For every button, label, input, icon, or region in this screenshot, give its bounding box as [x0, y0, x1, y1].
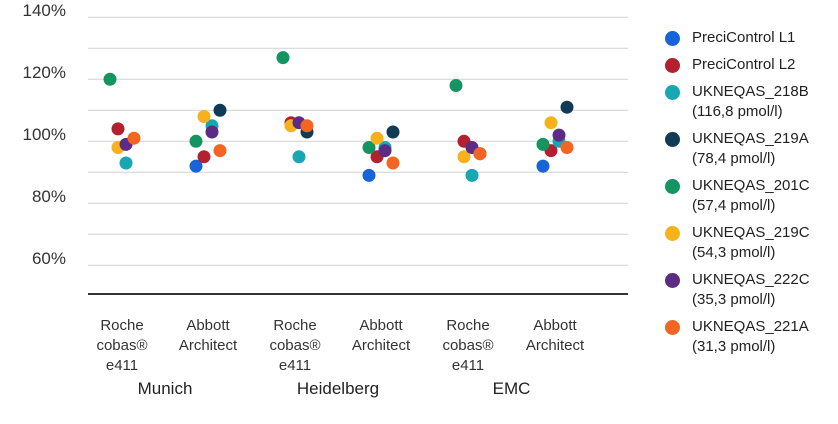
data-point: [292, 150, 306, 164]
legend-marker: [665, 85, 680, 100]
legend-series-detail: (31,3 pmol/l): [692, 338, 776, 355]
x-category-label: Abbott: [186, 317, 230, 334]
legend-label: PreciControl L1: [692, 28, 795, 48]
legend-label: UKNEQAS_222C (35,3 pmol/l): [692, 270, 810, 310]
y-tick-label: 60%: [32, 249, 66, 268]
legend-label: UKNEQAS_221A (31,3 pmol/l): [692, 317, 809, 357]
legend-label: UKNEQAS_219A (78,4 pmol/l): [692, 129, 809, 169]
legend-series-detail: (57,4 pmol/l): [692, 197, 776, 214]
x-category-label: e411: [106, 357, 138, 374]
x-category-label: cobas®: [269, 337, 320, 354]
data-point: [473, 147, 487, 161]
y-tick-label: 120%: [23, 63, 66, 82]
data-point: [189, 159, 203, 173]
legend-item: PreciControl L1: [665, 28, 835, 48]
x-category-label: e411: [279, 357, 311, 374]
data-point: [536, 159, 550, 173]
legend-marker: [665, 273, 680, 288]
data-point: [560, 100, 574, 114]
data-point: [300, 119, 314, 133]
data-points: [103, 51, 574, 182]
legend-item: PreciControl L2: [665, 55, 835, 75]
data-point: [111, 122, 125, 136]
legend-series-detail: (54,3 pmol/l): [692, 244, 776, 261]
x-category-label: Roche: [273, 317, 316, 334]
data-point: [103, 72, 117, 86]
x-category-label: Abbott: [359, 317, 403, 334]
data-point: [127, 131, 141, 145]
y-tick-label: 80%: [32, 187, 66, 206]
x-category-label: Architect: [526, 337, 585, 354]
data-point: [560, 141, 574, 154]
x-category-label: Architect: [179, 337, 238, 354]
x-group-label: EMC: [493, 379, 531, 398]
legend-marker: [665, 132, 680, 147]
legend-item: UKNEQAS_222C (35,3 pmol/l): [665, 270, 835, 310]
data-point: [465, 168, 479, 182]
legend-item: UKNEQAS_219C (54,3 pmol/l): [665, 223, 835, 263]
x-category-label: Abbott: [533, 317, 577, 334]
data-point: [552, 128, 566, 142]
legend-series-detail: (78,4 pmol/l): [692, 150, 776, 167]
data-point: [536, 137, 550, 151]
legend-series-name: UKNEQAS_222C: [692, 271, 810, 288]
data-point: [544, 116, 558, 130]
grid-lines: [88, 16, 628, 295]
legend-marker: [665, 226, 680, 241]
y-tick-label: 100%: [23, 125, 66, 144]
x-category-label: cobas®: [442, 337, 493, 354]
legend-marker: [665, 31, 680, 46]
legend-label: UKNEQAS_219C (54,3 pmol/l): [692, 223, 810, 263]
y-tick-label: 140%: [23, 1, 66, 20]
legend-series-name: UKNEQAS_218B: [692, 83, 809, 100]
legend-series-detail: (116,8 pmol/l): [692, 103, 783, 120]
legend-item: UKNEQAS_201C (57,4 pmol/l): [665, 176, 835, 216]
x-axis-categories: Roche cobas® e411 Abbott Architect Roche cobas…: [96, 317, 585, 374]
legend-label: UKNEQAS_218B (116,8 pmol/l): [692, 82, 809, 122]
x-category-label: Roche: [446, 317, 489, 334]
data-point: [197, 150, 211, 164]
legend-label: PreciControl L2: [692, 55, 795, 75]
legend-marker: [665, 320, 680, 335]
data-point: [213, 103, 227, 117]
data-point: [119, 156, 133, 170]
x-group-label: Heidelberg: [297, 379, 379, 398]
data-point: [386, 125, 400, 139]
legend-marker: [665, 179, 680, 194]
legend-item: UKNEQAS_221A (31,3 pmol/l): [665, 317, 835, 357]
x-axis-groups: Munich Heidelberg EMC: [138, 379, 531, 398]
legend-item: UKNEQAS_218B (116,8 pmol/l): [665, 82, 835, 122]
y-axis-ticks: 140% 120% 100% 80% 60%: [23, 1, 66, 268]
data-point: [362, 141, 376, 154]
x-category-label: cobas®: [96, 337, 147, 354]
x-category-label: Roche: [100, 317, 143, 334]
data-point: [370, 131, 384, 145]
data-point: [449, 79, 463, 92]
legend-label: UKNEQAS_201C (57,4 pmol/l): [692, 176, 810, 216]
legend-series-name: PreciControl L1: [692, 29, 796, 46]
legend: PreciControl L1 PreciControl L2 UKNEQAS_21…: [665, 28, 835, 364]
legend-item: UKNEQAS_219A (78,4 pmol/l): [665, 129, 835, 169]
x-group-label: Munich: [138, 379, 193, 398]
legend-series-name: UKNEQAS_219A: [692, 130, 809, 147]
data-point: [197, 110, 211, 123]
legend-series-name: UKNEQAS_219C: [692, 224, 810, 241]
x-category-label: Architect: [352, 337, 411, 354]
x-category-label: e411: [452, 357, 484, 374]
legend-series-name: PreciControl L2: [692, 56, 796, 73]
data-point: [276, 51, 290, 65]
legend-marker: [665, 58, 680, 73]
data-point: [189, 134, 203, 148]
legend-series-name: UKNEQAS_201C: [692, 177, 810, 194]
data-point: [362, 168, 376, 182]
data-point: [213, 144, 227, 158]
data-point: [386, 156, 400, 170]
legend-series-detail: (35,3 pmol/l): [692, 291, 776, 308]
legend-series-name: UKNEQAS_221A: [692, 318, 809, 335]
data-point: [457, 150, 471, 164]
data-point: [378, 144, 392, 158]
data-point: [205, 125, 219, 139]
